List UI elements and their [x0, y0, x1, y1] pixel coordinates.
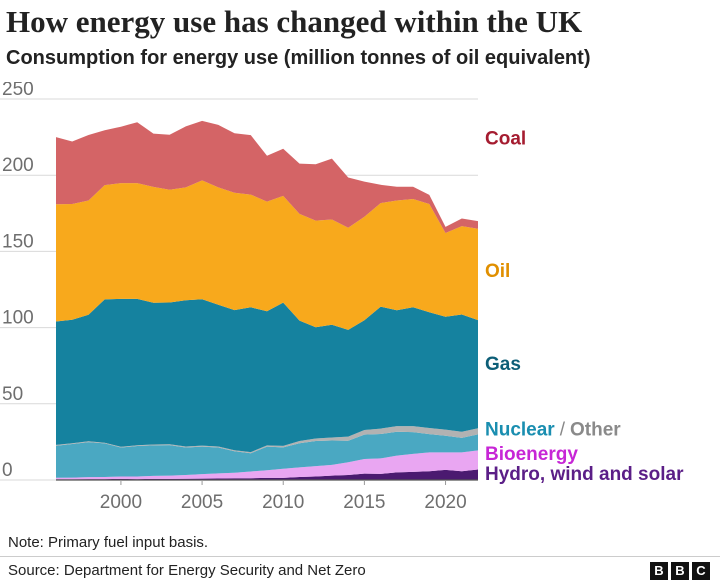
- y-tick-label: 50: [2, 384, 23, 405]
- area-nuclear: [56, 431, 478, 478]
- series-label: Coal: [485, 129, 526, 150]
- x-tick-label: 2000: [100, 492, 142, 513]
- logo-letter-c: C: [692, 562, 710, 580]
- y-tick-label: 150: [2, 231, 34, 252]
- x-tick-label: 2010: [262, 492, 304, 513]
- logo-letter-b2: B: [671, 562, 689, 580]
- x-tick-label: 2015: [343, 492, 385, 513]
- logo-letter-b1: B: [650, 562, 668, 580]
- series-label: Gas: [485, 354, 521, 375]
- page-title: How energy use has changed within the UK: [6, 4, 583, 39]
- x-axis-tick-labels: 2000 2005 2010 2015 2020: [100, 480, 467, 513]
- area-coal: [56, 120, 478, 233]
- area-oil: [56, 180, 478, 330]
- series-label: Other: [570, 420, 621, 441]
- series-label: Nuclear: [485, 420, 555, 441]
- area-chart: 0 50 100 150 200 250 2000 2005 2010 2015 2020 Coa…: [0, 82, 684, 513]
- chart-note: Note: Primary fuel input basis.: [8, 534, 209, 551]
- area-gas: [56, 298, 478, 453]
- area-other: [56, 426, 478, 454]
- x-tick-label: 2005: [181, 492, 223, 513]
- y-tick-label: 200: [2, 155, 34, 176]
- y-tick-label: 0: [2, 460, 13, 481]
- series-label: Oil: [485, 261, 510, 282]
- stacked-areas: [56, 120, 478, 481]
- series-label: /: [560, 420, 566, 441]
- x-tick-label: 2020: [424, 492, 466, 513]
- area-hydro-wind-and-solar: [56, 469, 478, 480]
- y-axis-tick-labels: 0 50 100 150 200 250: [2, 82, 34, 481]
- bbc-logo: B B C: [650, 562, 710, 580]
- series-label: Hydro, wind and solar: [485, 464, 684, 485]
- series-label: Bioenergy: [485, 444, 578, 465]
- y-tick-label: 250: [2, 82, 34, 100]
- y-tick-label: 100: [2, 308, 34, 329]
- source-credit: Source: Department for Energy Security a…: [8, 562, 366, 579]
- footer-divider: [0, 556, 720, 557]
- area-bioenergy: [56, 450, 478, 480]
- chart-subtitle: Consumption for energy use (million tonn…: [6, 47, 591, 69]
